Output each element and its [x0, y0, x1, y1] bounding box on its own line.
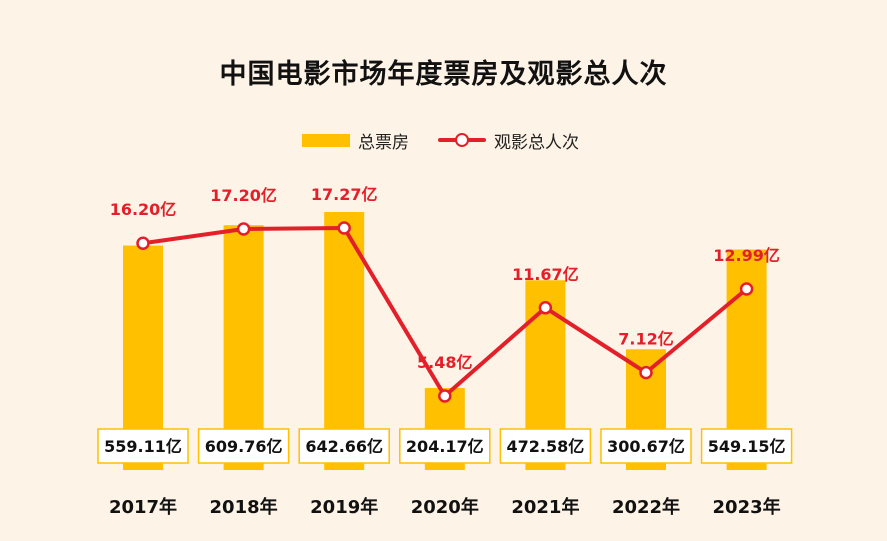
attendance-label-5: 7.12亿: [618, 330, 673, 349]
bar-value-box-6: [700, 428, 793, 464]
legend-label-attendance: 观影总人次: [494, 132, 579, 153]
attendance-label-3: 5.48亿: [417, 353, 472, 372]
bar-value-label-3: 204.17亿: [406, 437, 484, 456]
x-tick-label-0: 2017年: [109, 496, 177, 518]
attendance-label-6: 12.99亿: [713, 246, 780, 265]
bar-value-label-6: 549.15亿: [708, 437, 786, 456]
bar-value-label-1: 609.76亿: [205, 437, 283, 456]
attendance-point-3: [438, 389, 452, 403]
bar-value-box-5: [600, 428, 692, 464]
bar-value-box-3: [399, 428, 491, 464]
x-tick-label-1: 2018年: [210, 496, 278, 518]
attendance-point-0: [136, 236, 150, 250]
bar-value-label-0: 559.11亿: [104, 437, 182, 456]
legend-item-attendance: 观影总人次: [438, 126, 579, 154]
legend-item-box-office: 总票房: [302, 126, 409, 154]
bar-value-box-0: [97, 428, 189, 464]
x-tick-label-2: 2019年: [310, 496, 378, 518]
chart-title: 中国电影市场年度票房及观影总人次: [219, 59, 668, 90]
bar-value-label-5: 300.67亿: [607, 437, 685, 456]
bar-value-box-2: [298, 428, 390, 464]
attendance-label-0: 16.20亿: [110, 200, 177, 219]
bar-2: [324, 212, 365, 470]
attendance-label-4: 11.67亿: [512, 265, 579, 284]
attendance-point-1: [236, 222, 251, 236]
attendance-point-5: [639, 365, 653, 380]
x-tick-label-5: 2022年: [612, 496, 680, 518]
attendance-point-2: [337, 221, 351, 235]
legend-label-box-office: 总票房: [358, 132, 409, 153]
legend: 总票房 观影总人次: [0, 126, 887, 154]
x-tick-label-3: 2020年: [411, 496, 479, 518]
legend-bar-swatch: [302, 133, 350, 147]
bar-value-label-2: 642.66亿: [305, 437, 383, 456]
x-tick-label-6: 2023年: [713, 496, 781, 518]
attendance-point-6: [739, 282, 754, 296]
bar-value-box-4: [499, 428, 592, 464]
bar-value-box-1: [197, 428, 290, 464]
attendance-point-4: [538, 301, 553, 315]
attendance-label-2: 17.27亿: [311, 185, 378, 204]
x-tick-label-4: 2021年: [511, 496, 579, 518]
legend-line-swatch: [438, 133, 486, 147]
bar-value-label-4: 472.58亿: [507, 437, 585, 456]
attendance-label-1: 17.20亿: [210, 186, 277, 205]
